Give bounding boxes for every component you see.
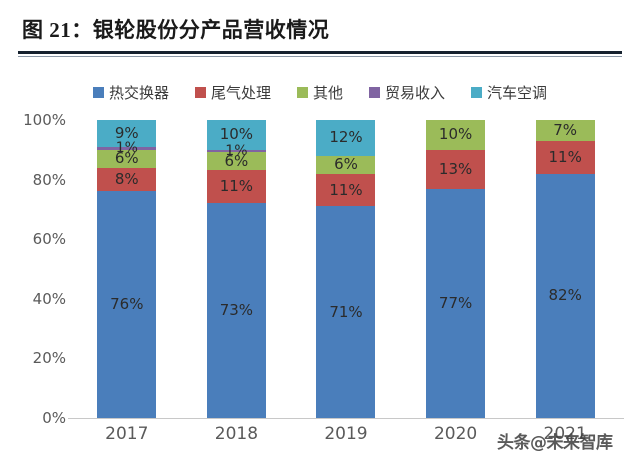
bar-value-label: 82% (548, 286, 582, 305)
bar-value-label: 13% (438, 159, 473, 178)
bar-segment[interactable]: 6% (97, 149, 157, 168)
bar-value-label: 10% (438, 125, 473, 144)
bar-value-label: 71% (329, 302, 363, 321)
y-axis-tick-label: 80% (32, 170, 66, 189)
bar-group-2018: 10% 1% 6% 11% 73% (182, 120, 292, 418)
bar-segment[interactable]: 1% (97, 141, 157, 155)
stacked-bar[interactable]: 10% 13% 77% (426, 120, 486, 418)
bar-group-2017: 9% 1% 6% 8% 76% (72, 120, 182, 418)
bar-value-label: 11% (548, 147, 582, 166)
stacked-bar[interactable]: 12% 6% 11% 71% (316, 120, 376, 418)
stacked-bar[interactable]: 9% 1% 6% 8% 76% (97, 120, 157, 418)
bar-value-label: 6% (334, 155, 358, 174)
x-axis-tick-label: 2018 (214, 424, 259, 444)
x-axis: 2017 2018 2019 2020 2021 (72, 424, 620, 452)
bar-value-label: 1% (225, 142, 248, 159)
y-axis-tick-label: 40% (32, 289, 66, 308)
bar-segment[interactable]: 10% (206, 120, 266, 150)
legend-swatch-icon (471, 86, 483, 98)
bar-value-label: 6% (114, 149, 139, 168)
figure-title-block: 图 21：银轮股份分产品营收情况 (0, 0, 640, 60)
plot-area: 9% 1% 6% 8% 76% 10% 1% 6% 11% 73% 12% 6% 11% 71% 10% 13… (72, 120, 620, 418)
legend-swatch-icon (296, 86, 308, 98)
y-axis-tick-label: 60% (32, 230, 66, 249)
bar-segment[interactable]: 10% (426, 120, 486, 150)
bar-value-label: 9% (114, 123, 139, 142)
legend-item-label: 热交换器 (108, 83, 169, 102)
bar-value-label: 11% (219, 176, 254, 195)
bar-segment[interactable]: 13% (426, 149, 486, 189)
bar-value-label: 77% (438, 293, 473, 312)
bar-segment[interactable]: 11% (316, 173, 376, 207)
bar-value-label: 11% (329, 180, 363, 199)
x-axis-tick-label: 2021 (543, 424, 587, 444)
bar-segment[interactable]: 71% (316, 206, 376, 418)
legend-swatch-icon (369, 86, 380, 98)
bar-segment[interactable]: 1% (206, 144, 266, 158)
bar-value-label: 6% (224, 151, 249, 170)
x-axis-tick-label: 2019 (324, 424, 368, 444)
bar-segment[interactable]: 12% (316, 120, 376, 156)
bar-value-label: 10% (219, 125, 254, 144)
bar-series-group: 9% 1% 6% 8% 76% 10% 1% 6% 11% 73% 12% 6% 11% 71% 10% 13… (72, 120, 620, 418)
bar-segment[interactable]: 11% (206, 170, 266, 203)
legend-item[interactable]: 其他 (296, 82, 343, 103)
bar-value-label: 76% (110, 295, 144, 314)
legend-item-label: 汽车空调 (487, 83, 548, 102)
bar-segment[interactable]: 76% (97, 191, 157, 418)
bar-group-2019: 12% 6% 11% 71% (291, 120, 401, 418)
y-axis-tick-label: 100% (23, 111, 66, 129)
legend-item-label: 贸易收入 (385, 83, 446, 102)
stacked-bar[interactable]: 7% 11% 82% (535, 120, 595, 418)
x-axis-line (68, 418, 624, 419)
bar-segment[interactable]: 82% (535, 173, 595, 418)
bar-group-2021: 7% 11% 82% (510, 120, 620, 418)
watermark: 头条@未来智库 (497, 433, 613, 453)
bar-segment[interactable]: 6% (316, 155, 376, 174)
bar-segment[interactable]: 73% (206, 202, 266, 418)
title-divider-thick (18, 51, 622, 54)
x-axis-tick-label: 2020 (433, 424, 478, 444)
legend-item-label: 其他 (312, 83, 343, 102)
legend-item[interactable]: 热交换器 (92, 82, 169, 103)
legend-item[interactable]: 汽车空调 (471, 82, 547, 103)
bar-segment[interactable]: 6% (206, 151, 266, 171)
bar-segment[interactable]: 77% (426, 188, 486, 418)
legend-swatch-icon (194, 86, 206, 98)
bar-group-2020: 10% 13% 77% (401, 120, 511, 418)
y-axis-tick-label: 0% (42, 409, 66, 427)
bar-segment[interactable]: 11% (535, 140, 595, 174)
stacked-bar[interactable]: 10% 1% 6% 11% 73% (206, 120, 266, 418)
y-axis-tick-label: 20% (32, 349, 66, 368)
bar-segment[interactable]: 8% (97, 167, 157, 192)
page-title: 图 21：银轮股份分产品营收情况 (22, 18, 330, 42)
y-axis: 0% 20% 40% 60% 80% 100% (8, 111, 66, 427)
bar-segment[interactable]: 9% (97, 120, 157, 147)
bar-value-label: 8% (114, 170, 139, 189)
bar-value-label: 7% (553, 120, 578, 139)
x-axis-tick-label: 2017 (105, 424, 149, 444)
legend-swatch-icon (92, 86, 104, 98)
title-divider-thin (18, 56, 622, 57)
legend-item-label: 尾气处理 (210, 83, 271, 102)
bar-value-label: 12% (329, 128, 363, 147)
legend-item[interactable]: 尾气处理 (194, 82, 271, 103)
bar-value-label: 1% (115, 140, 138, 157)
legend-item[interactable]: 贸易收入 (369, 82, 445, 103)
bar-value-label: 73% (219, 300, 254, 319)
bar-segment[interactable]: 7% (535, 120, 595, 141)
chart-legend: 热交换器 尾气处理 其他 贸易收入 汽车空调 (0, 78, 640, 106)
